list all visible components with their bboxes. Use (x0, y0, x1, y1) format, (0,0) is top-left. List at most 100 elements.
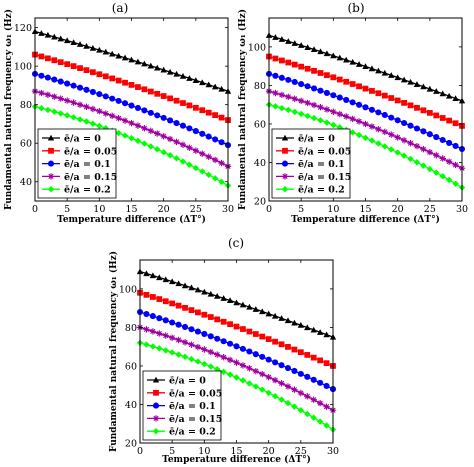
data-point (122, 100, 129, 107)
data-point (394, 74, 401, 81)
y-tick-label: 80 (254, 81, 266, 92)
data-point (207, 290, 214, 297)
data-point (310, 85, 318, 92)
data-point (156, 315, 163, 322)
data-point (154, 64, 161, 71)
data-point (186, 125, 193, 132)
data-point (186, 161, 193, 168)
data-point (291, 403, 298, 410)
data-point (57, 59, 64, 66)
data-point (240, 326, 246, 332)
data-point (192, 77, 200, 83)
data-point (239, 362, 247, 369)
data-point (227, 340, 234, 347)
data-point (160, 149, 167, 156)
data-point (272, 72, 279, 79)
data-point (149, 343, 157, 350)
data-point (44, 31, 52, 38)
legend-marker (48, 147, 54, 154)
data-point (192, 164, 200, 172)
y-axis-title: Fundamental natural frequency ω₁ (Hz) (3, 9, 14, 210)
data-point (154, 130, 161, 137)
data-point (356, 101, 363, 108)
data-point (179, 122, 187, 129)
data-point (420, 107, 427, 114)
data-point (433, 88, 440, 94)
legend-label: ē/a = 0.05 (298, 146, 351, 157)
data-point (169, 300, 176, 307)
data-point (186, 75, 193, 81)
data-point (297, 97, 305, 105)
data-point (271, 393, 279, 400)
data-point (343, 56, 350, 63)
data-point (330, 52, 337, 59)
y-tick-label: 20 (254, 197, 266, 208)
data-point (207, 363, 214, 370)
data-point (433, 134, 440, 141)
data-point (298, 63, 305, 70)
data-point (388, 114, 395, 121)
data-point (173, 155, 180, 162)
data-point (147, 62, 154, 69)
data-point (154, 146, 161, 153)
legend: ē/a = 0ē/a = 0.05 ē/a = 0.1 ē/a = 0.15 ē/a … (271, 128, 351, 199)
data-point (265, 356, 272, 363)
data-point (179, 72, 187, 79)
data-point (400, 137, 408, 144)
data-point (291, 95, 298, 103)
data-point (368, 123, 376, 130)
data-point (102, 73, 109, 80)
data-point (128, 119, 135, 127)
data-point (291, 108, 298, 116)
data-point (63, 112, 71, 119)
data-point (388, 131, 395, 138)
data-point (207, 348, 214, 356)
data-point (317, 379, 324, 386)
data-point (439, 155, 446, 162)
data-point (362, 85, 369, 92)
data-point (188, 307, 195, 314)
data-point (388, 95, 395, 101)
data-point (147, 143, 154, 150)
data-point (57, 35, 64, 42)
data-point (452, 180, 459, 187)
data-point (212, 136, 219, 143)
data-point (147, 88, 154, 95)
data-point (201, 346, 208, 353)
data-point (420, 83, 427, 90)
data-point (356, 83, 362, 90)
y-tick-label: 100 (119, 284, 137, 295)
x-tick-label: 10 (327, 204, 339, 215)
data-point (259, 370, 266, 378)
data-point (57, 95, 64, 102)
data-point (220, 318, 227, 325)
data-point (324, 72, 330, 79)
data-point (220, 368, 227, 376)
data-point (199, 130, 206, 137)
data-point (63, 97, 71, 104)
data-point (285, 93, 292, 101)
data-point (64, 61, 71, 68)
data-point (147, 109, 154, 116)
data-point (188, 326, 195, 333)
data-point (355, 131, 363, 139)
y-tick-label: 40 (20, 177, 32, 188)
data-point (317, 117, 324, 124)
data-point (323, 382, 330, 389)
data-point (426, 109, 433, 116)
data-point (70, 114, 77, 121)
data-point (162, 317, 169, 324)
data-point (343, 78, 350, 85)
x-tick-label: 5 (64, 204, 70, 215)
data-point (121, 54, 129, 61)
data-point (285, 59, 292, 66)
data-point (343, 113, 350, 120)
data-point (400, 152, 408, 159)
data-point (259, 333, 266, 340)
data-point (381, 69, 388, 76)
legend-label: ē/a = 0.15 (169, 414, 222, 425)
data-point (323, 360, 330, 367)
data-point (252, 306, 259, 312)
data-point (291, 78, 298, 86)
